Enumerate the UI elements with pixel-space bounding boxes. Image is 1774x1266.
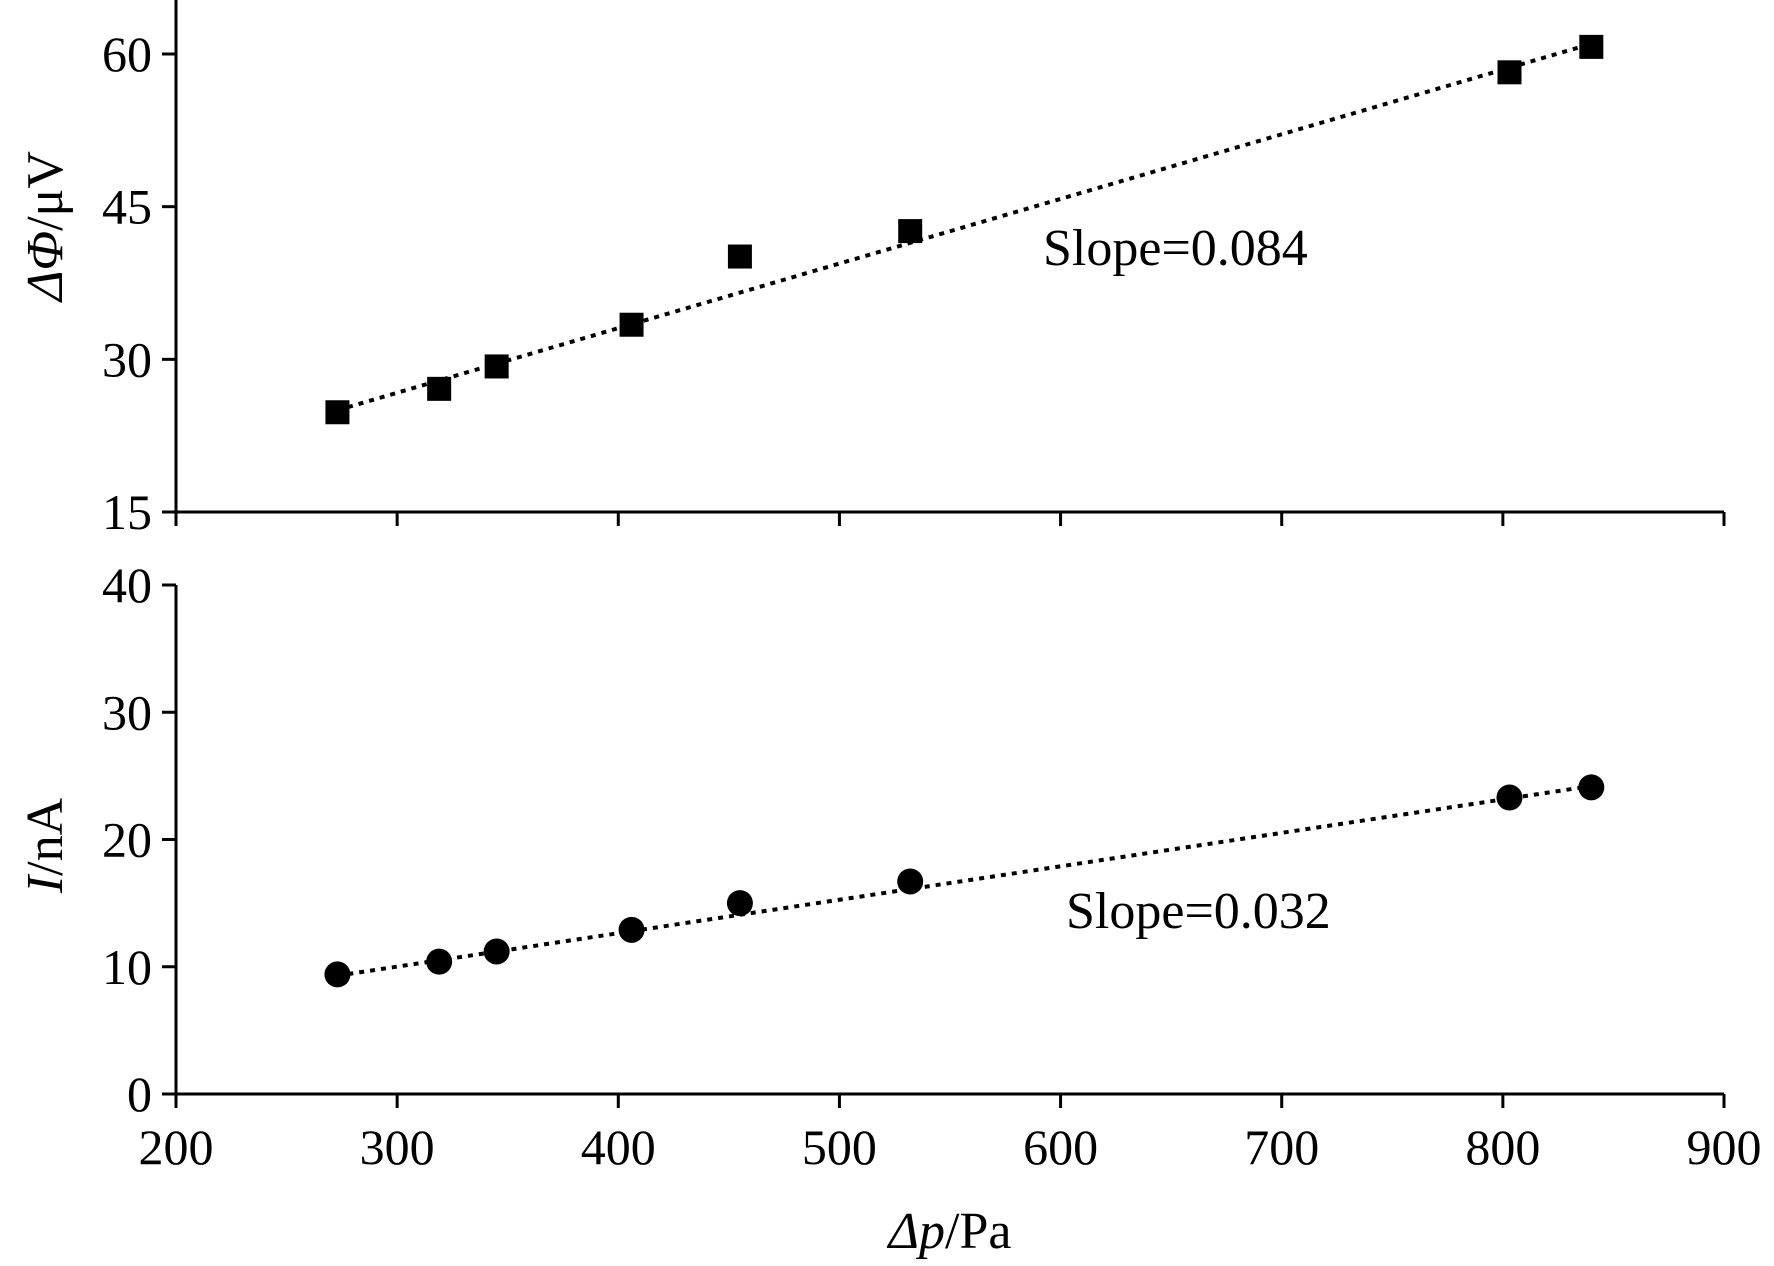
x-axis-unit: /Pa <box>945 1203 1011 1260</box>
bottom-x-tick-label: 800 <box>1465 1119 1540 1175</box>
bottom-y-tick-label: 10 <box>102 939 152 995</box>
top-y-tick-label: 30 <box>102 331 152 387</box>
top-trend-line <box>336 41 1592 413</box>
top-y-tick-label: 60 <box>102 26 152 82</box>
bottom-x-tick-label: 200 <box>139 1119 214 1175</box>
bottom-y-tick-label: 30 <box>102 684 152 740</box>
top-y-tick-label: 15 <box>102 484 152 540</box>
top-y-axis-label: ΔΦ/μV <box>17 151 74 303</box>
top-data-point <box>427 376 452 401</box>
bottom-x-tick-label: 400 <box>581 1119 656 1175</box>
bottom-data-point <box>483 938 510 965</box>
top-data-point <box>484 354 509 379</box>
bottom-y-tick-label: 20 <box>102 812 152 868</box>
bottom-data-point <box>324 961 351 988</box>
bottom-panel: 0 10 20 30 40 200 300 400 500 600 700 800 900 Slope=0… <box>17 557 1762 1260</box>
bottom-data-point <box>618 916 645 943</box>
bottom-x-tick-label: 900 <box>1687 1119 1762 1175</box>
top-data-point <box>1579 34 1604 59</box>
top-data-point <box>898 219 923 244</box>
x-axis-symbol: Δp <box>887 1203 946 1260</box>
bottom-x-tick-label: 600 <box>1023 1119 1098 1175</box>
bottom-slope-annotation: Slope=0.032 <box>1066 883 1331 940</box>
top-data-point <box>619 312 644 337</box>
bottom-y-tick-label: 0 <box>127 1066 152 1122</box>
bottom-x-tick-label: 700 <box>1244 1119 1319 1175</box>
top-panel: 15 30 45 60 Slope=0.084 ΔΦ/μV <box>17 0 1726 540</box>
x-axis-label: Δp/Pa <box>887 1203 1012 1260</box>
top-slope-annotation: Slope=0.084 <box>1043 220 1308 277</box>
bottom-data-point <box>897 868 924 895</box>
top-y-axis-symbol: ΔΦ <box>17 231 74 303</box>
bottom-trend-line <box>337 784 1592 978</box>
bottom-y-axis-label: I/nA <box>17 797 74 894</box>
bottom-data-point <box>1496 784 1523 811</box>
top-data-point <box>727 244 752 269</box>
top-data-point <box>325 400 350 425</box>
bottom-y-axis-symbol: I <box>17 873 74 894</box>
bottom-y-tick-label: 40 <box>102 557 152 613</box>
bottom-y-axis-unit: /nA <box>17 797 74 875</box>
top-y-axis-unit: /μV <box>17 151 74 231</box>
bottom-data-point <box>1578 774 1605 801</box>
bottom-x-tick-label: 500 <box>802 1119 877 1175</box>
bottom-data-point <box>426 948 453 975</box>
top-y-tick-label: 45 <box>102 179 152 235</box>
top-data-point <box>1497 60 1522 85</box>
bottom-x-tick-label: 300 <box>360 1119 435 1175</box>
bottom-data-point <box>726 890 753 917</box>
